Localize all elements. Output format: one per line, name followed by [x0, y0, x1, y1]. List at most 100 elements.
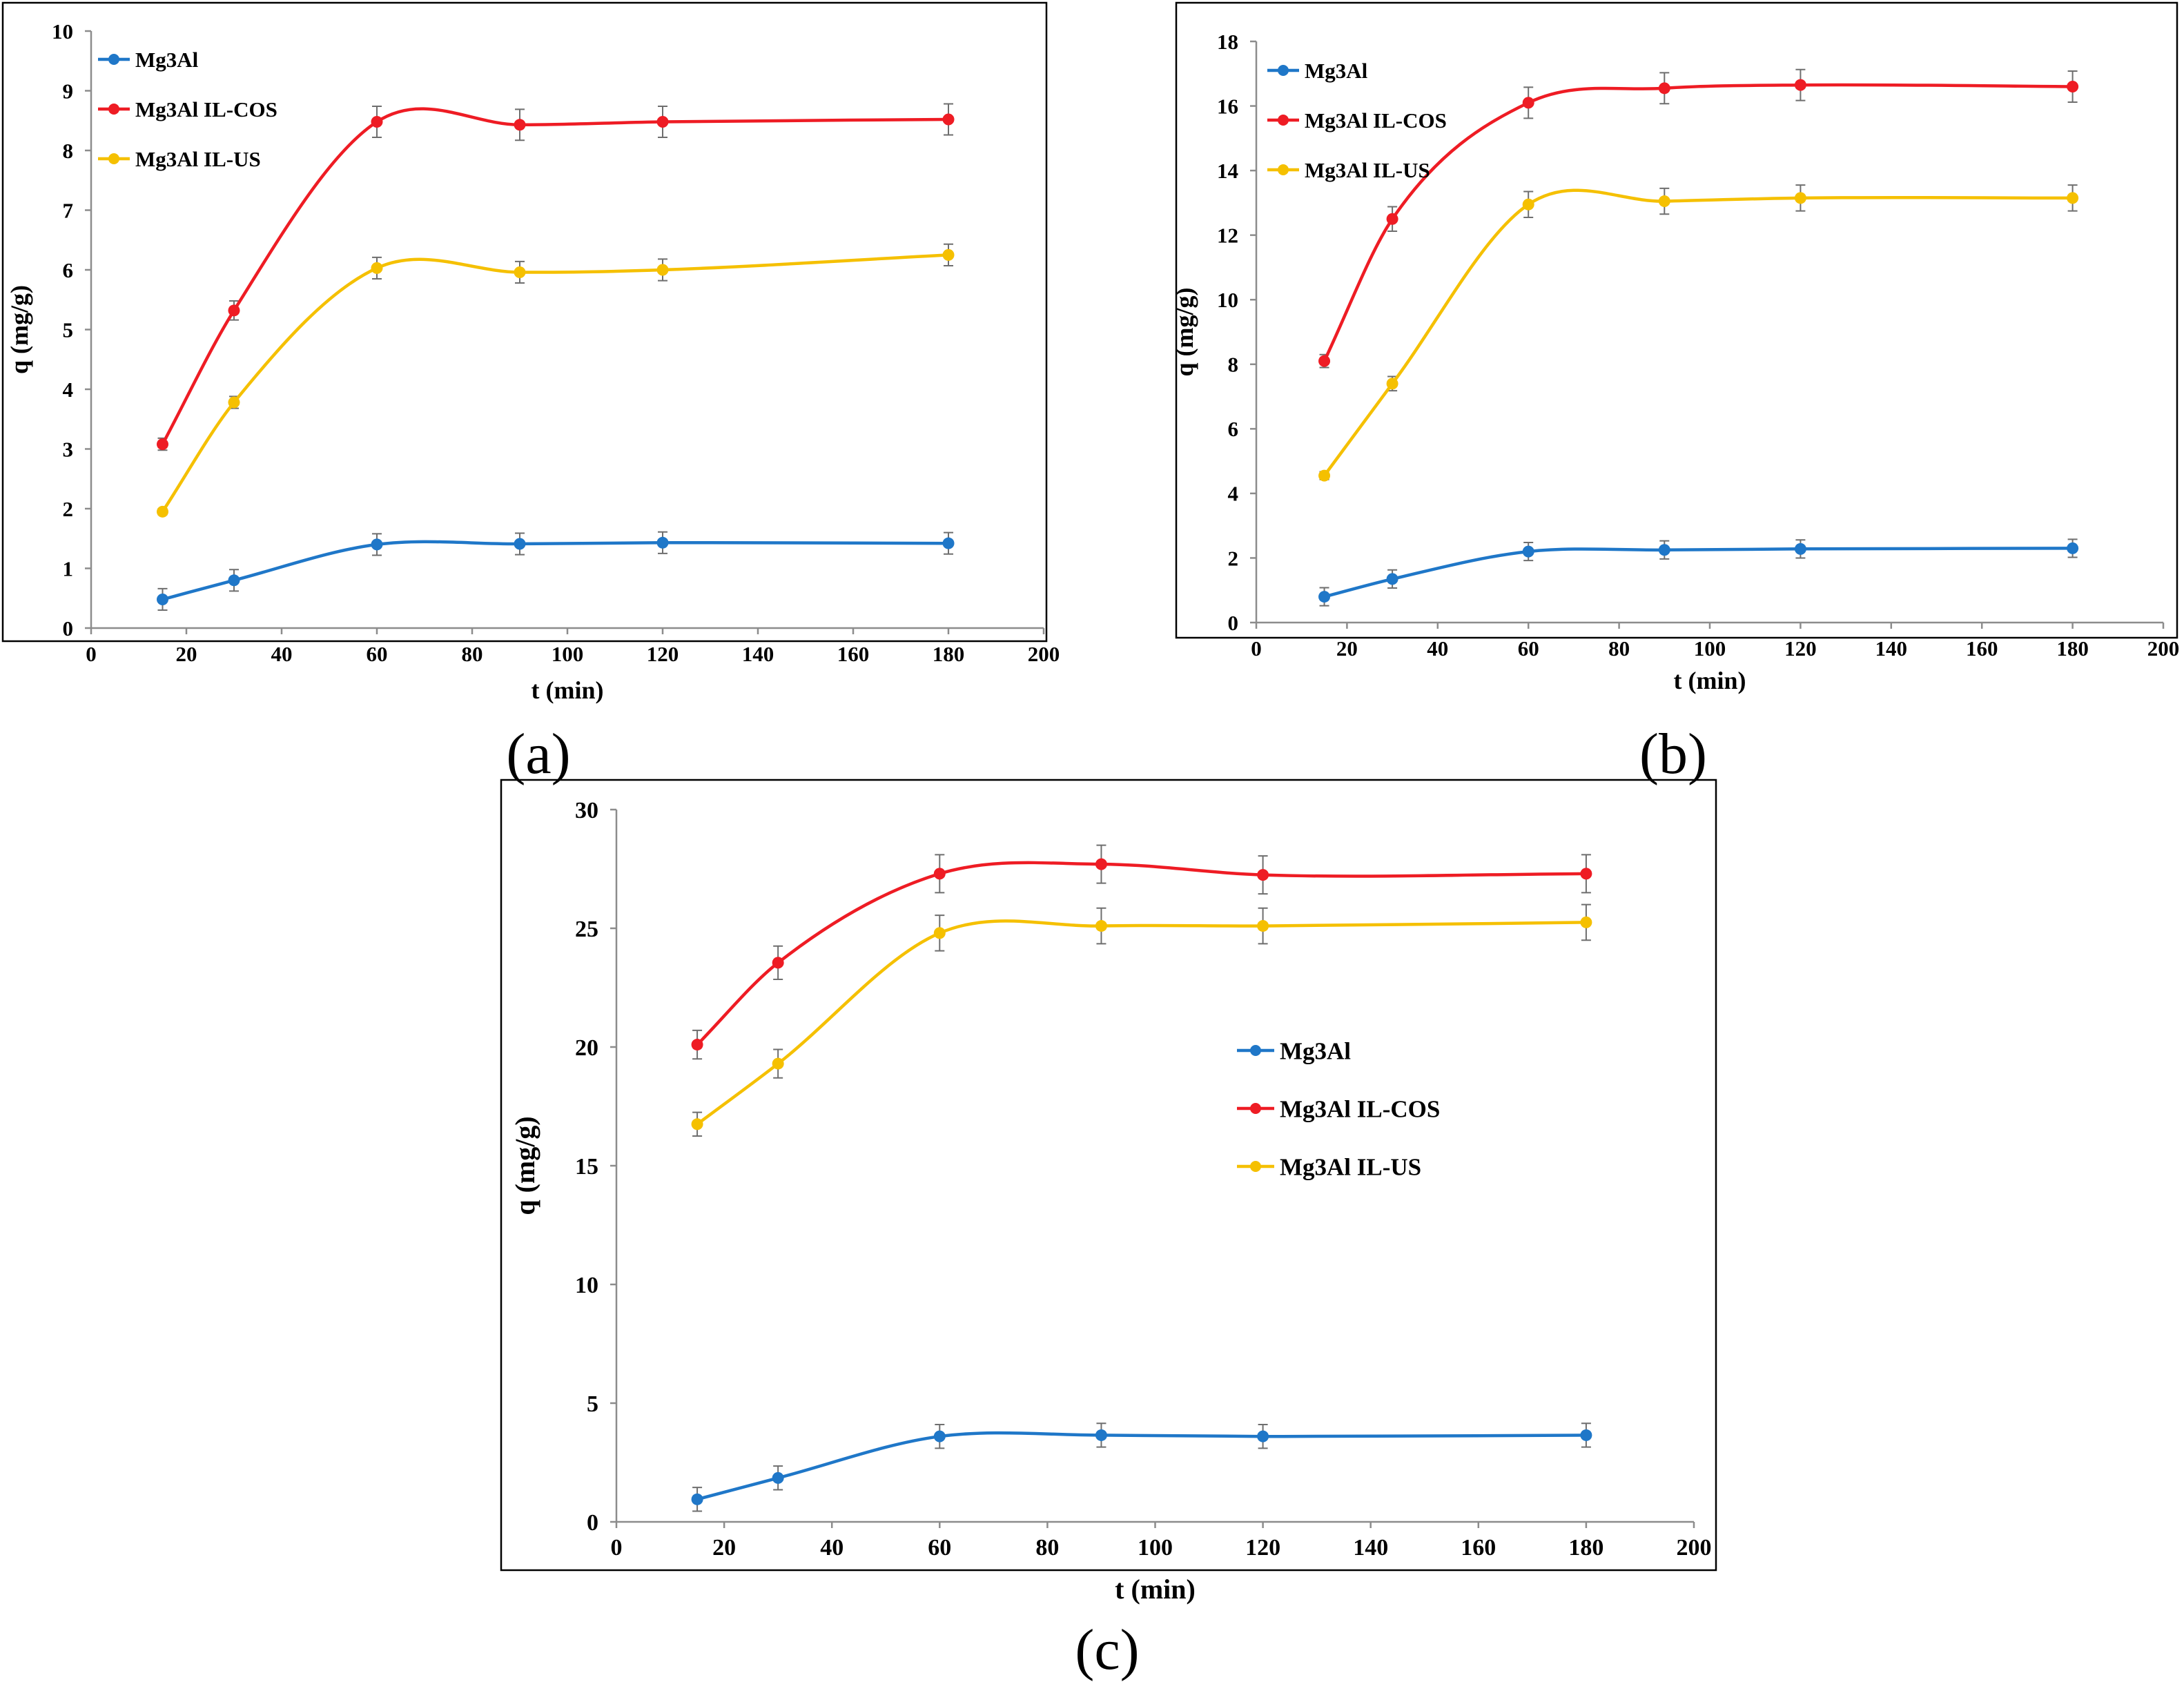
chart-a-y-axis-title: q (mg/g): [6, 285, 33, 374]
chart-b-y-tick-label: 4: [1228, 482, 1239, 506]
chart-a-point-mg3al-il-cos: [371, 115, 383, 128]
chart-c-frame: [500, 779, 1717, 1572]
chart-b-y-tick-label: 18: [1217, 30, 1238, 54]
chart-c-y-tick-label: 0: [587, 1510, 598, 1536]
chart-a-y-tick-label: 4: [63, 378, 74, 402]
chart-a-point-mg3al-il-us: [157, 505, 168, 518]
chart-c-point-mg3al: [933, 1430, 946, 1442]
chart-c-point-mg3al-il-cos: [1095, 858, 1107, 870]
chart-a-point-mg3al-il-cos: [514, 119, 526, 131]
chart-b-x-tick-label: 60: [1518, 636, 1539, 661]
chart-a-point-mg3al: [157, 593, 168, 605]
chart-c-y-tick-label: 5: [587, 1391, 598, 1417]
chart-b-point-mg3al-il-cos: [1386, 213, 1398, 225]
chart-a-x-tick-label: 40: [271, 642, 293, 666]
chart-a-y-tick-label: 3: [63, 437, 74, 461]
chart-c-series-mg3al-il-us: [691, 903, 1592, 1137]
chart-a-point-mg3al: [371, 538, 383, 551]
chart-a-point-mg3al: [228, 574, 240, 587]
chart-b-legend-label-mg3al: Mg3Al: [1305, 59, 1368, 83]
chart-b-y-tick-label: 8: [1228, 353, 1239, 377]
chart-b-point-mg3al-il-us: [1386, 378, 1398, 390]
chart-c-legend-label-mg3al-il-cos: Mg3Al IL-COS: [1280, 1095, 1440, 1122]
chart-c-point-mg3al-il-us: [1580, 916, 1592, 928]
chart-b-x-tick-label: 40: [1427, 636, 1448, 661]
chart-a-x-tick-label: 80: [462, 642, 483, 666]
chart-c-point-mg3al-il-cos: [691, 1039, 703, 1051]
chart-b-x-axis-title: t (min): [1674, 667, 1746, 694]
chart-a-point-mg3al-il-cos: [656, 115, 669, 128]
chart-a-y-tick-label: 10: [52, 19, 73, 43]
chart-c: 0 5 10 15 20 25 30 0 20 40 60 80 100 120 140 160 180 200 t…: [500, 779, 1717, 1605]
chart-c-x-tick-label: 140: [1353, 1535, 1388, 1561]
chart-b-point-mg3al-il-us: [2067, 192, 2079, 204]
chart-c-x-axis-title: t (min): [1115, 1574, 1196, 1605]
panel-label-a: (a): [506, 722, 570, 786]
chart-a-y-tick-label: 5: [63, 317, 74, 342]
chart-c-x-tick-label: 20: [712, 1535, 736, 1561]
chart-b-legend-label-mg3al-il-cos: Mg3Al IL-COS: [1305, 108, 1447, 133]
chart-b-point-mg3al-il-cos: [1658, 82, 1670, 95]
chart-b-y-tick-label: 12: [1217, 224, 1238, 248]
chart-b-point-mg3al-il-us: [1318, 469, 1331, 482]
chart-a-x-tick-label: 120: [647, 642, 679, 666]
chart-b-x-tick-label: 180: [2056, 636, 2089, 661]
chart-a-point-mg3al: [514, 538, 526, 550]
chart-a-legend: Mg3Al Mg3Al IL-COS Mg3Al IL-US: [98, 48, 277, 171]
chart-c-series-mg3al: [691, 1422, 1592, 1512]
chart-c-legend-label-mg3al: Mg3Al: [1280, 1037, 1351, 1064]
chart-b-x-tick-label: 0: [1251, 636, 1262, 661]
chart-c-point-mg3al-il-us: [1257, 920, 1269, 932]
chart-c-legend-label-mg3al-il-us: Mg3Al IL-US: [1280, 1153, 1421, 1180]
chart-a-x-axis-title: t (min): [532, 676, 604, 704]
chart-a-point-mg3al-il-us: [942, 248, 955, 261]
chart-b-legend-marker-mg3al: [1278, 65, 1289, 76]
chart-b-point-mg3al-il-us: [1794, 192, 1806, 204]
chart-c-point-mg3al-il-cos: [1580, 868, 1592, 880]
chart-b-line-mg3al-il-cos: [1323, 83, 2073, 362]
chart-c-x-tick-label: 120: [1245, 1535, 1280, 1561]
chart-a-y-tick-label: 1: [63, 556, 74, 580]
chart-c-legend: Mg3Al Mg3Al IL-COS Mg3Al IL-US: [1237, 1037, 1440, 1180]
chart-b-y-tick-label: 6: [1228, 417, 1239, 441]
chart-a-point-mg3al-il-cos: [942, 113, 955, 126]
chart-a-series-mg3al-il-cos: [157, 103, 955, 451]
chart-a-x-tick-label: 180: [933, 642, 965, 666]
chart-b-y-tick-label: 16: [1217, 94, 1238, 118]
chart-b-point-mg3al: [1794, 542, 1806, 555]
chart-c-x-tick-label: 80: [1035, 1535, 1059, 1561]
chart-c-point-mg3al-il-us: [1095, 920, 1107, 932]
chart-a-y-tick-label: 2: [63, 497, 74, 521]
chart-a-x-tick-label: 200: [1028, 642, 1060, 666]
chart-a-point-mg3al-il-us: [371, 262, 383, 274]
chart-a-legend-marker-mg3al-il-cos: [108, 104, 119, 115]
chart-c-y-tick-label: 30: [575, 798, 598, 823]
chart-a-x-tick-label: 100: [552, 642, 584, 666]
chart-b-point-mg3al: [2067, 542, 2079, 554]
chart-c-point-mg3al: [691, 1493, 703, 1505]
chart-a-y-tick-label: 0: [63, 616, 74, 640]
chart-b-point-mg3al-il-cos: [1318, 355, 1331, 367]
chart-b-series-mg3al-il-cos: [1318, 68, 2079, 369]
chart-b-x-tick-label: 80: [1608, 636, 1630, 661]
chart-c-y-tick-label: 10: [575, 1273, 598, 1298]
chart-c-point-mg3al-il-cos: [1257, 869, 1269, 881]
chart-b-frame: [1175, 1, 2178, 639]
chart-c-point-mg3al-il-us: [691, 1118, 703, 1131]
chart-b-series-mg3al: [1318, 538, 2079, 607]
chart-c-point-mg3al: [1257, 1430, 1269, 1442]
chart-a-legend-marker-mg3al-il-us: [108, 153, 119, 164]
chart-b-x-tick-label: 140: [1875, 636, 1908, 661]
chart-a-x-tick-label: 160: [837, 642, 870, 666]
chart-b-point-mg3al-il-us: [1522, 198, 1534, 211]
chart-a-point-mg3al-il-cos: [157, 438, 168, 451]
chart-b-point-mg3al-il-us: [1658, 195, 1670, 208]
chart-c-point-mg3al: [1580, 1429, 1592, 1441]
chart-c-y-axis-title: q (mg/g): [509, 1116, 540, 1215]
chart-b-y-axis-title: q (mg/g): [1171, 288, 1198, 377]
chart-c-x-tick-label: 200: [1677, 1535, 1712, 1561]
chart-a-y-tick-label: 6: [63, 258, 74, 282]
